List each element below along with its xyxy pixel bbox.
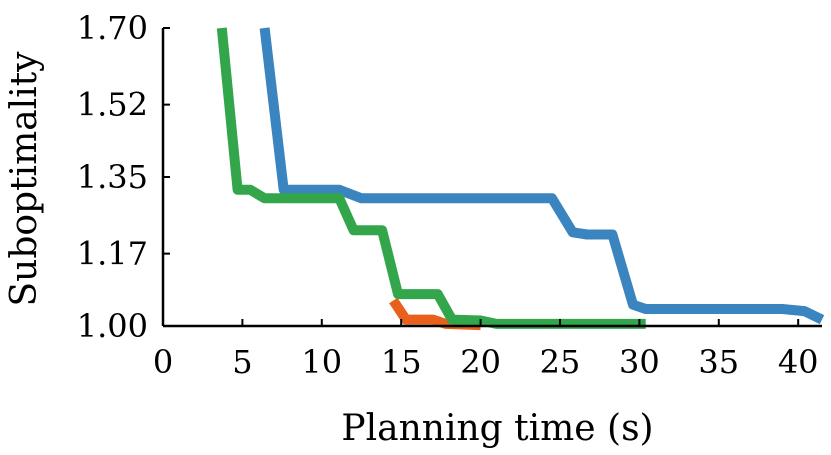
x-axis-title: Planning time (s) [341,408,653,449]
x-tick-label: 20 [460,343,501,381]
x-tick-label: 10 [301,343,342,381]
y-tick-label: 1.52 [77,86,148,124]
x-tick-label: 40 [778,343,819,381]
y-tick-label: 1.17 [77,235,148,273]
y-tick-label: 1.00 [77,307,148,345]
x-tick-label: 0 [153,343,173,381]
x-tick-label: 15 [381,343,422,381]
x-tick-label: 30 [619,343,660,381]
x-tick-label: 25 [540,343,581,381]
series-line-1 [259,27,825,325]
ticks-layer: 0 5 10 15 20 25 30 35 40 1.00 1.17 1.35 1.52 1.70 [77,9,819,381]
x-tick-label: 5 [232,343,252,381]
y-tick-label: 1.70 [77,9,148,47]
y-axis-title: Suboptimality [4,51,45,307]
y-tick-label: 1.35 [77,158,148,196]
series-layer [216,27,825,331]
x-tick-label: 35 [698,343,739,381]
